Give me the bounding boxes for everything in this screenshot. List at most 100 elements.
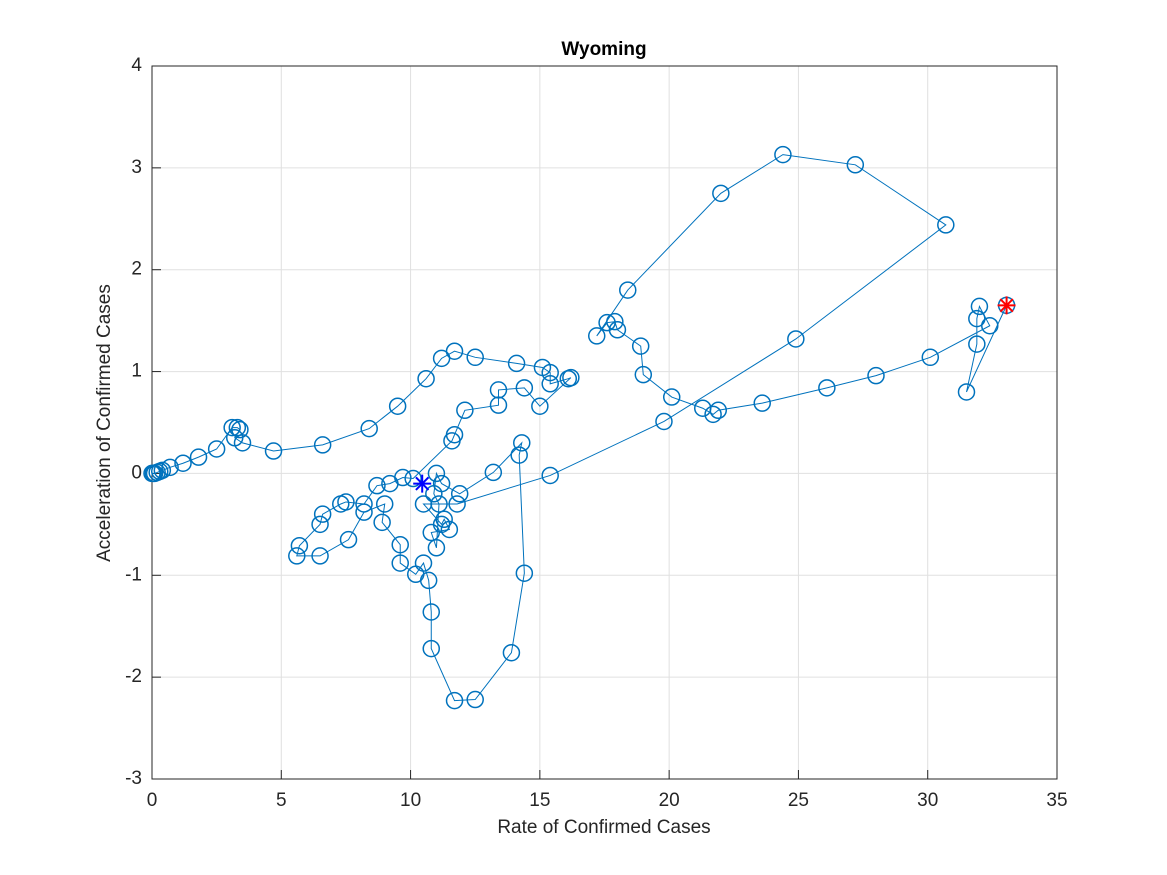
point-marker: [443, 432, 461, 450]
point-marker: [753, 394, 771, 412]
point-marker: [264, 442, 283, 460]
point-marker: [709, 401, 728, 420]
x-tick-label: 10: [400, 790, 421, 811]
y-tick-label: 1: [131, 361, 142, 382]
x-tick-label: 20: [659, 790, 680, 811]
point-marker: [489, 396, 508, 414]
point-marker: [968, 309, 986, 328]
point-marker: [921, 348, 940, 367]
point-marker: [311, 547, 329, 565]
point-marker: [425, 485, 443, 503]
star-stroke: [999, 298, 1014, 313]
point-marker: [957, 383, 976, 401]
point-marker: [427, 539, 446, 557]
chart-title: Wyoming: [561, 39, 646, 60]
point-marker: [417, 369, 435, 388]
plot-frame: [151, 65, 1058, 780]
point-marker: [153, 461, 172, 480]
point-marker: [587, 327, 606, 345]
point-marker: [937, 216, 955, 234]
point-marker: [375, 495, 394, 513]
point-marker: [228, 418, 247, 437]
point-marker: [531, 397, 549, 415]
point-marker: [233, 434, 252, 452]
point-marker: [207, 440, 226, 458]
point-marker: [634, 365, 653, 384]
point-marker: [445, 342, 464, 360]
point-marker: [704, 405, 722, 424]
point-marker: [189, 448, 208, 466]
star-stroke: [415, 476, 430, 491]
point-marker: [774, 145, 792, 164]
point-marker: [456, 401, 474, 420]
point-marker: [619, 281, 637, 299]
point-marker: [510, 446, 528, 464]
y-tick-label: 0: [131, 462, 142, 483]
y-tick-label: 2: [131, 259, 142, 280]
point-marker: [381, 474, 399, 493]
point-marker: [332, 495, 350, 513]
point-marker: [432, 515, 451, 534]
y-tick-label: 4: [131, 55, 142, 76]
point-marker: [419, 571, 438, 590]
point-marker: [787, 330, 805, 348]
point-marker: [391, 535, 409, 554]
y-tick-label: -3: [125, 768, 142, 789]
point-marker: [313, 436, 332, 454]
point-marker: [846, 156, 865, 174]
x-tick-label: 25: [788, 790, 809, 811]
point-marker: [867, 366, 885, 385]
point-marker: [427, 464, 446, 483]
point-marker: [541, 466, 559, 485]
x-tick-label: 0: [147, 790, 158, 811]
point-marker: [606, 312, 624, 331]
point-marker: [448, 495, 466, 513]
point-marker: [313, 505, 332, 523]
point-marker: [290, 536, 309, 555]
point-marker: [970, 297, 989, 316]
highlight-star: [413, 474, 432, 493]
series-line: [152, 154, 1008, 702]
point-marker: [391, 554, 409, 572]
point-marker: [311, 515, 329, 534]
point-marker: [161, 458, 179, 477]
y-tick-label: 3: [131, 157, 142, 178]
y-tick-label: -2: [125, 666, 142, 687]
point-marker: [339, 530, 358, 549]
point-marker: [223, 418, 241, 437]
x-tick-label: 30: [917, 790, 938, 811]
point-marker: [360, 419, 378, 438]
point-marker: [414, 554, 433, 572]
point-marker: [484, 463, 503, 482]
point-marker: [414, 495, 433, 513]
x-tick-label: 15: [529, 790, 550, 811]
point-marker: [450, 485, 469, 503]
point-marker: [373, 513, 391, 532]
point-marker: [818, 379, 836, 397]
point-marker: [174, 454, 192, 472]
point-marker: [355, 503, 373, 521]
point-marker: [562, 368, 580, 387]
point-marker: [631, 337, 650, 355]
point-marker: [388, 397, 407, 415]
point-marker: [507, 354, 526, 373]
point-marker: [502, 643, 521, 662]
point-marker: [368, 476, 386, 495]
y-axis-label: Acceleration of Confirmed Cases: [94, 284, 115, 562]
point-marker: [662, 388, 681, 406]
point-marker: [466, 690, 484, 709]
point-marker: [466, 348, 484, 367]
point-marker: [422, 639, 441, 658]
point-marker: [655, 412, 673, 431]
point-marker: [608, 321, 627, 339]
point-marker: [445, 691, 464, 710]
point-marker: [515, 379, 534, 397]
point-marker: [355, 495, 373, 513]
point-marker: [541, 363, 559, 382]
x-axis-label: Rate of Confirmed Cases: [497, 817, 710, 838]
point-marker: [515, 564, 534, 582]
point-marker: [513, 434, 531, 452]
x-tick-label: 5: [276, 790, 287, 811]
